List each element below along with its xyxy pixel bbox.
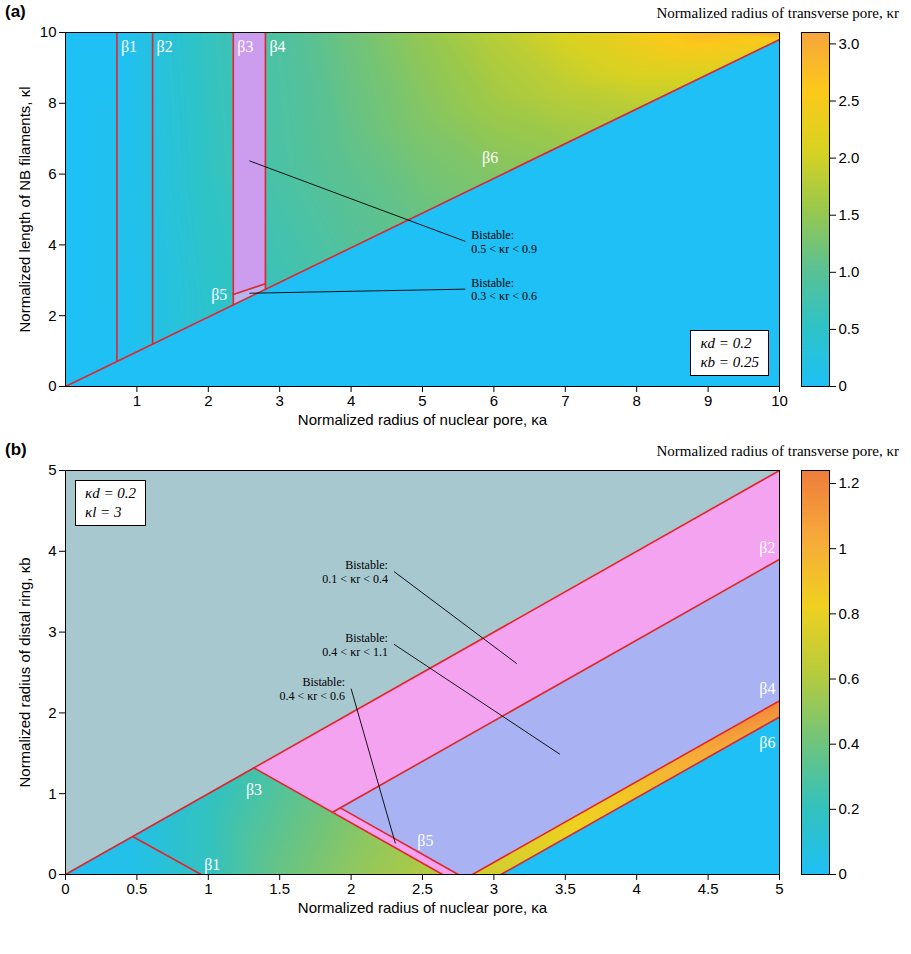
svg-text:1: 1 <box>133 392 141 409</box>
svg-text:Bistable:0.3 < κr < 0.6: Bistable:0.3 < κr < 0.6 <box>471 276 537 304</box>
svg-text:Normalized radius of nuclear p: Normalized radius of nuclear pore, κa <box>298 411 548 428</box>
svg-text:8: 8 <box>48 94 56 111</box>
svg-text:1: 1 <box>839 539 847 556</box>
svg-text:0.5: 0.5 <box>839 320 860 337</box>
svg-text:β3: β3 <box>246 781 262 799</box>
svg-text:β1: β1 <box>121 38 137 56</box>
svg-text:8: 8 <box>633 392 641 409</box>
svg-text:β2: β2 <box>759 539 775 557</box>
svg-text:2.5: 2.5 <box>412 880 433 897</box>
svg-text:2.5: 2.5 <box>839 92 860 109</box>
svg-text:4: 4 <box>48 236 56 253</box>
svg-text:6: 6 <box>48 165 56 182</box>
svg-text:5: 5 <box>418 392 426 409</box>
svg-text:0.5: 0.5 <box>126 880 147 897</box>
svg-text:4: 4 <box>48 542 56 559</box>
svg-text:β6: β6 <box>759 734 775 752</box>
svg-text:β5: β5 <box>417 832 433 850</box>
svg-text:3.0: 3.0 <box>839 35 860 52</box>
svg-text:β4: β4 <box>269 38 285 56</box>
svg-text:3: 3 <box>490 880 498 897</box>
svg-text:2: 2 <box>48 307 56 324</box>
svg-text:0: 0 <box>48 865 56 882</box>
svg-text:0.2: 0.2 <box>839 800 860 817</box>
svg-text:4.5: 4.5 <box>698 880 719 897</box>
svg-text:Bistable:0.5 < κr < 0.9: Bistable:0.5 < κr < 0.9 <box>471 228 537 256</box>
html-text:κd = 0.2: κd = 0.2 <box>700 335 752 351</box>
svg-text:10: 10 <box>40 23 57 40</box>
svg-text:β6: β6 <box>482 149 498 167</box>
svg-text:2: 2 <box>204 392 212 409</box>
svg-text:1: 1 <box>204 880 212 897</box>
svg-text:β1: β1 <box>204 856 220 874</box>
svg-text:10: 10 <box>771 392 788 409</box>
svg-text:3.5: 3.5 <box>555 880 576 897</box>
svg-text:4: 4 <box>347 392 355 409</box>
html-text:Normalized radius of transvers: Normalized radius of transverse pore, κr <box>656 443 899 459</box>
svg-text:1.5: 1.5 <box>839 206 860 223</box>
html-text:κd = 0.2: κd = 0.2 <box>85 485 137 501</box>
svg-text:Bistable:0.1 < κr < 0.4: Bistable:0.1 < κr < 0.4 <box>322 558 388 586</box>
svg-text:2.0: 2.0 <box>839 149 860 166</box>
svg-text:Bistable:0.4 < κr < 0.6: Bistable:0.4 < κr < 0.6 <box>280 675 346 703</box>
svg-text:3: 3 <box>48 623 56 640</box>
svg-text:0.8: 0.8 <box>839 605 860 622</box>
svg-text:1.0: 1.0 <box>839 263 860 280</box>
svg-text:3: 3 <box>276 392 284 409</box>
svg-text:Bistable:0.4 < κr < 1.1: Bistable:0.4 < κr < 1.1 <box>322 631 388 659</box>
svg-text:Normalized length of NB filame: Normalized length of NB filaments, κl <box>16 87 33 333</box>
svg-text:0: 0 <box>839 377 847 394</box>
svg-text:1: 1 <box>48 785 56 802</box>
svg-text:β2: β2 <box>157 38 173 56</box>
svg-text:β5: β5 <box>211 286 227 304</box>
svg-text:0.6: 0.6 <box>839 670 860 687</box>
html-text:Normalized radius of transvers: Normalized radius of transverse pore, κr <box>656 5 899 21</box>
svg-text:2: 2 <box>48 704 56 721</box>
html-text:(b): (b) <box>5 440 27 459</box>
html-text:κl = 3: κl = 3 <box>85 504 122 520</box>
svg-text:4: 4 <box>633 880 641 897</box>
svg-text:7: 7 <box>561 392 569 409</box>
svg-text:2: 2 <box>347 880 355 897</box>
svg-text:1.2: 1.2 <box>839 474 860 491</box>
svg-text:0: 0 <box>48 377 56 394</box>
svg-text:β3: β3 <box>237 38 253 56</box>
svg-text:6: 6 <box>490 392 498 409</box>
svg-text:9: 9 <box>704 392 712 409</box>
svg-text:β4: β4 <box>759 680 775 698</box>
svg-text:0: 0 <box>61 880 69 897</box>
html-text:(a): (a) <box>5 2 26 21</box>
svg-text:Normalized radius of nuclear p: Normalized radius of nuclear pore, κa <box>298 899 548 916</box>
svg-text:Normalized radius of distal ri: Normalized radius of distal ring, κb <box>16 557 33 787</box>
svg-text:5: 5 <box>775 880 783 897</box>
html-text:κb = 0.25: κb = 0.25 <box>700 354 759 370</box>
svg-text:1.5: 1.5 <box>269 880 290 897</box>
svg-text:5: 5 <box>48 461 56 478</box>
svg-text:0: 0 <box>839 865 847 882</box>
svg-text:0.4: 0.4 <box>839 735 860 752</box>
